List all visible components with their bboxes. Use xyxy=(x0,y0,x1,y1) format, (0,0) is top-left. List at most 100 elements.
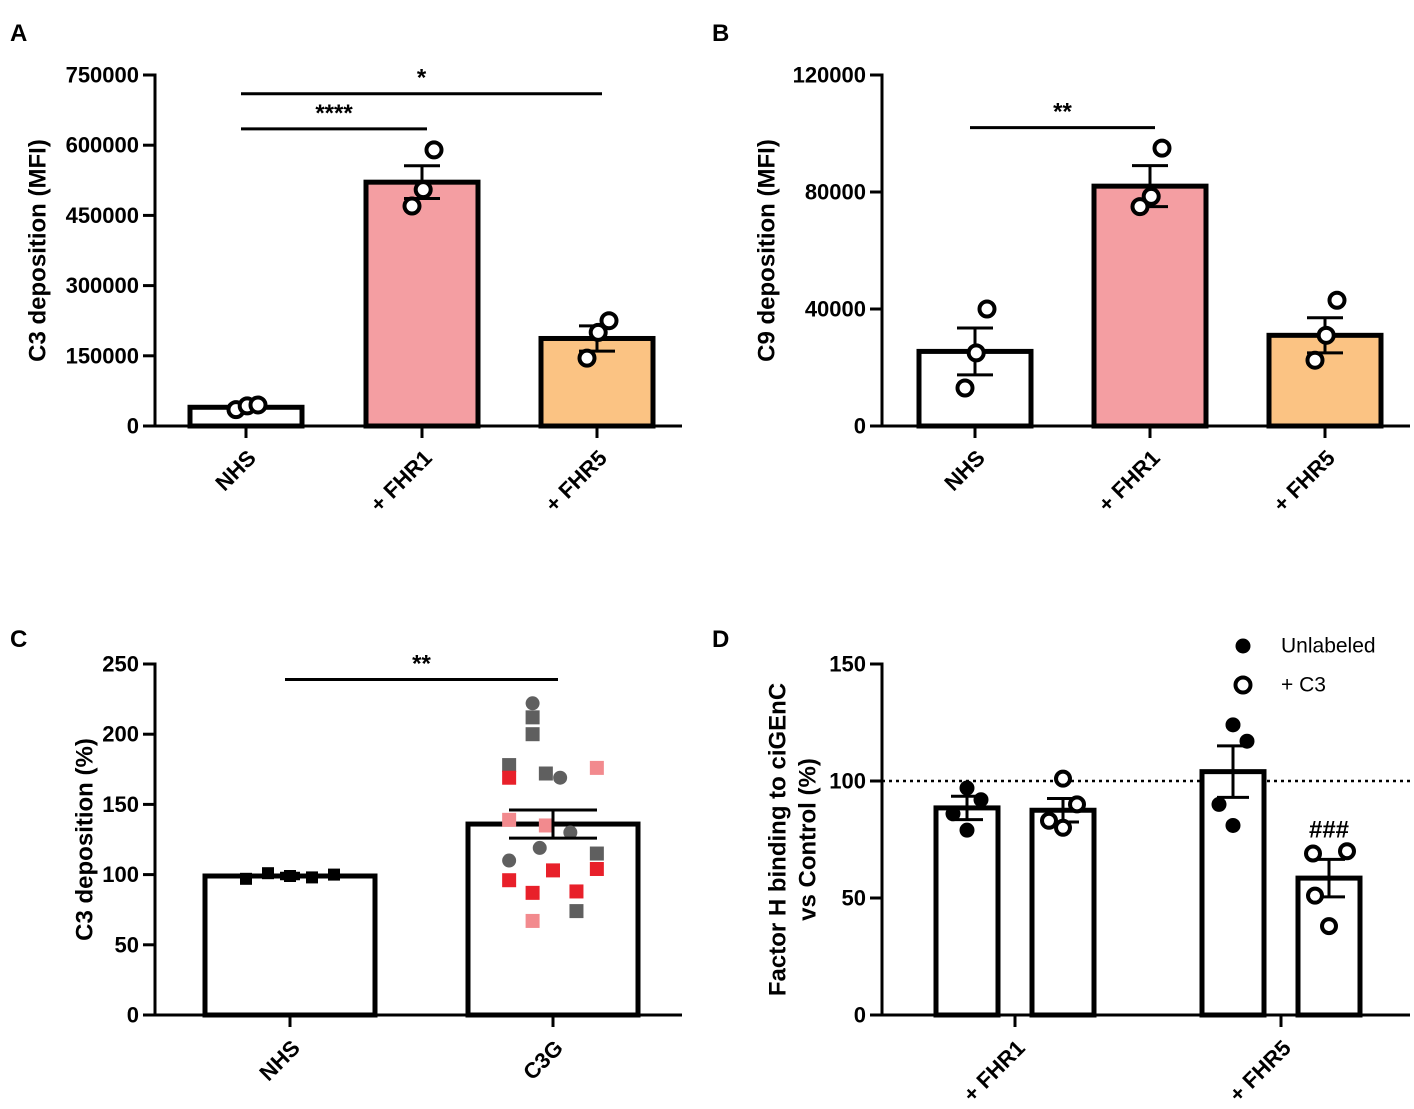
panel-c-significance-label-1: ** xyxy=(412,650,431,677)
panel-c-y-tick-label: 0 xyxy=(127,1003,139,1028)
panel-a-significance-label-1: **** xyxy=(315,100,353,127)
panel-c-y-tick-label: 150 xyxy=(102,792,139,817)
panel-d-data-point xyxy=(1040,811,1058,830)
panel-c-nhs-data-point xyxy=(240,872,252,885)
panel-a-bar-3 xyxy=(538,335,656,429)
panel-c-bar-2 xyxy=(465,821,641,1018)
panel-c-c3g-data-point xyxy=(502,770,517,785)
panel-b-data-point xyxy=(1327,290,1347,310)
panel-a-bar-2 xyxy=(363,179,481,429)
panel-d-data-point xyxy=(1338,842,1356,861)
panel-label-d: D xyxy=(712,626,729,653)
panel-d-data-point xyxy=(945,806,961,822)
panel-b-category-label: + FHR1 xyxy=(1093,445,1165,517)
panel-b-category-label: + FHR5 xyxy=(1268,445,1340,517)
panel-d-y-tick-label: 100 xyxy=(829,769,866,794)
panel-a-y-tick-label: 0 xyxy=(127,414,139,439)
panel-d-data-point xyxy=(1225,717,1241,733)
panel-c-c3g-data-point xyxy=(589,760,604,775)
panel-a-significance-label-2: * xyxy=(417,65,427,92)
panel-b-data-point xyxy=(977,299,997,319)
panel-b-data-point xyxy=(966,343,986,363)
panel-c-y-tick-label: 200 xyxy=(102,722,139,747)
panel-d-legend-marker-2 xyxy=(1233,675,1253,695)
panel-d-bar-fhr1-2 xyxy=(1029,807,1097,1018)
panel-c-c3g-data-point xyxy=(502,873,517,888)
panel-d-data-point xyxy=(1304,844,1322,863)
panel-c-y-axis-label: C3 deposition (%) xyxy=(72,738,99,941)
panel-c-c3g-data-point xyxy=(563,825,578,840)
panel-d-data-point xyxy=(1306,886,1324,905)
panel-d-legend-marker-1 xyxy=(1235,638,1251,654)
panel-c-c3g-data-point xyxy=(538,818,553,833)
panel-c-category-label: C3G xyxy=(518,1035,568,1085)
panel-c-c3g-data-point xyxy=(502,812,517,827)
panel-d-legend-label-2: + C3 xyxy=(1281,674,1326,697)
panel-c-c3g-data-point xyxy=(546,863,560,878)
panel-a-category-label: NHS xyxy=(210,445,261,496)
panel-d-y-tick-label: 150 xyxy=(829,652,866,677)
panel-b-data-point xyxy=(1305,350,1325,370)
panel-c-bar-1 xyxy=(202,873,378,1018)
panel-c-c3g-data-point xyxy=(553,770,568,785)
panel-a-data-point xyxy=(599,311,619,331)
panel-a-category-label: + FHR5 xyxy=(540,445,612,517)
panel-c-c3g-data-point xyxy=(502,853,517,868)
panel-c-c3g-data-point xyxy=(502,758,517,773)
panel-c-y-tick-label: 250 xyxy=(102,652,139,677)
panel-c-nhs-data-point xyxy=(262,867,274,880)
panel-label-a: A xyxy=(10,20,27,47)
panel-b-data-point xyxy=(955,378,975,398)
panel-a-y-tick-label: 450000 xyxy=(66,203,139,228)
panel-d-data-point xyxy=(1054,818,1072,837)
panel-d-category-label: + FHR1 xyxy=(958,1035,1030,1107)
panel-c-nhs-data-point xyxy=(328,868,340,881)
panel-b-significance-label-1: ** xyxy=(1053,99,1072,126)
panel-d-data-point xyxy=(1239,733,1255,749)
panel-a-y-tick-label: 750000 xyxy=(66,63,139,88)
panel-d-data-point xyxy=(973,792,989,808)
panel-d-category-label: + FHR5 xyxy=(1224,1035,1296,1107)
panel-a-y-tick-label: 300000 xyxy=(66,273,139,298)
panel-b-y-tick-label: 40000 xyxy=(805,297,866,322)
panel-a-data-point xyxy=(588,322,608,342)
panel-d-data-point xyxy=(959,822,975,838)
panel-c-y-tick-label: 100 xyxy=(102,862,139,887)
panel-b-y-tick-label: 0 xyxy=(854,414,866,439)
panel-c-c3g-data-point xyxy=(525,885,540,900)
panel-c-c3g-data-point xyxy=(569,904,584,919)
panel-a-data-point xyxy=(402,196,422,216)
panel-d-legend-label-1: Unlabeled xyxy=(1281,635,1376,658)
panel-d-y-tick-label: 0 xyxy=(854,1003,866,1028)
panel-b-data-point xyxy=(1130,197,1150,217)
panel-b-data-point xyxy=(1316,325,1336,345)
panel-c-c3g-data-point xyxy=(525,710,540,725)
panel-c-c3g-data-point xyxy=(532,840,547,855)
panel-label-c: C xyxy=(10,626,27,653)
panel-d-bar-fhr5-1 xyxy=(1199,769,1267,1018)
panel-d-data-point xyxy=(1068,795,1086,814)
panel-d-y-tick-label: 50 xyxy=(842,886,866,911)
panel-d-y-axis-label-line-1: Factor H binding to ciGEnC xyxy=(765,683,792,996)
panel-d-data-point xyxy=(1225,817,1241,833)
panel-c-c3g-data-point xyxy=(589,861,604,876)
panel-c-c3g-data-point xyxy=(525,727,540,742)
panel-d-data-point xyxy=(959,780,975,796)
panel-b-category-label: NHS xyxy=(939,445,990,496)
panel-b-y-axis-label: C9 deposition (MFI) xyxy=(754,139,781,362)
panel-c-c3g-data-point xyxy=(525,696,540,711)
panel-label-b: B xyxy=(712,20,729,47)
panel-a-category-label: + FHR1 xyxy=(365,445,437,517)
panel-a-data-point xyxy=(248,395,268,415)
panel-c-nhs-data-point xyxy=(306,871,318,884)
panel-d-data-point xyxy=(1054,769,1072,788)
panel-d-data-point xyxy=(1320,917,1338,936)
panel-d-y-axis-label-line-2: vs Control (%) xyxy=(795,758,822,921)
panel-d-bar-fhr1-1 xyxy=(933,805,1001,1018)
panel-d-data-point xyxy=(1211,796,1227,812)
panel-b-data-point xyxy=(1152,138,1172,158)
panel-b-y-tick-label: 120000 xyxy=(793,63,866,88)
panel-b-bar-2 xyxy=(1091,183,1209,429)
